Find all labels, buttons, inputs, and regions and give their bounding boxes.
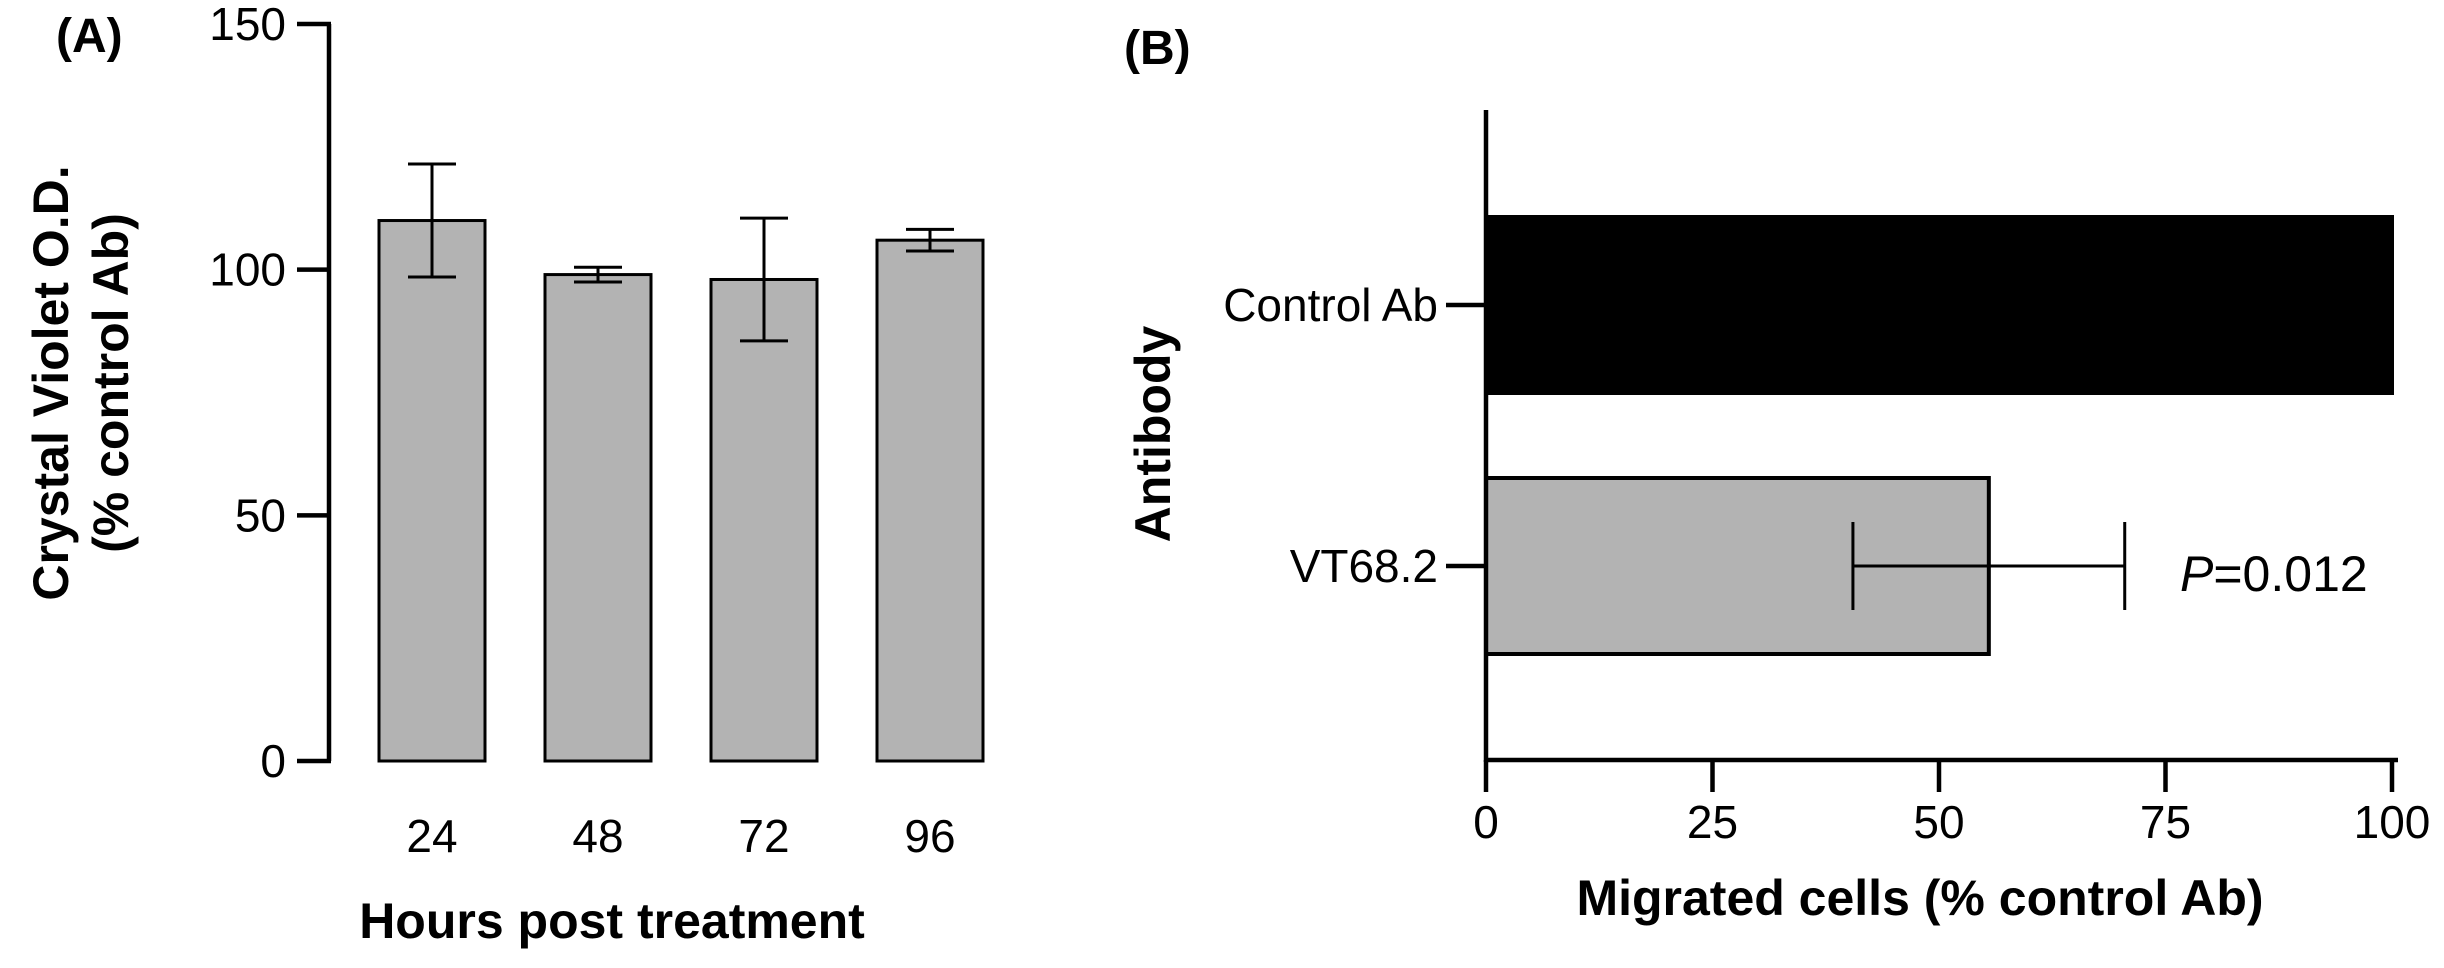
panel-a-error-bars <box>408 162 954 343</box>
bar-control-ab <box>1484 215 2394 395</box>
panel-b: (B) Antibody 0 25 50 75 100 Control Ab VT68.2… <box>1124 22 2430 926</box>
y-tick-label-control-ab: Control Ab <box>1223 279 1438 331</box>
bar-96h <box>875 238 985 763</box>
p-value-symbol: P <box>2180 546 2214 602</box>
x-tick-label-75: 75 <box>2140 796 2191 848</box>
panel-a-y-ticks: 0 50 100 150 <box>209 0 331 787</box>
panel-b-error-bars <box>1851 522 2127 610</box>
panel-a-x-tick-labels: 24 48 72 96 <box>406 810 955 862</box>
x-tick-label-48: 48 <box>572 810 623 862</box>
panel-a-bars <box>377 219 985 763</box>
y-tick-label-0: 0 <box>260 735 286 787</box>
x-tick-label-50: 50 <box>1913 796 1964 848</box>
y-tick-label-50: 50 <box>235 489 286 541</box>
bar-24h <box>377 219 487 763</box>
panel-a-x-axis-title: Hours post treatment <box>359 893 865 949</box>
x-tick-label-72: 72 <box>738 810 789 862</box>
y-tick-label-vt68-2: VT68.2 <box>1290 540 1438 592</box>
panel-a-label: (A) <box>56 10 123 63</box>
panel-b-x-axis-title: Migrated cells (% control Ab) <box>1576 870 2263 926</box>
panel-b-y-axis-title: Antibody <box>1125 326 1181 543</box>
x-tick-label-0: 0 <box>1473 796 1499 848</box>
p-value-annotation: P=0.012 <box>2180 546 2368 602</box>
x-tick-label-25: 25 <box>1687 796 1738 848</box>
y-tick-label-150: 150 <box>209 0 286 50</box>
panel-a-y-axis-title-line2: (% control Ab) <box>83 213 139 553</box>
panel-a-y-axis-title-line1: Crystal Violet O.D. <box>23 165 79 600</box>
x-tick-label-100: 100 <box>2354 796 2431 848</box>
x-tick-label-96: 96 <box>904 810 955 862</box>
x-tick-label-24: 24 <box>406 810 457 862</box>
panel-b-label: (B) <box>1124 22 1191 75</box>
bar-48h <box>543 273 653 763</box>
panel-a: (A) Crystal Violet O.D. (% control Ab) 0… <box>23 0 985 949</box>
panel-b-y-tick-labels: Control Ab VT68.2 <box>1223 279 1486 592</box>
panel-b-x-ticks: 0 25 50 75 100 <box>1473 760 2430 848</box>
bar-72h <box>709 277 819 763</box>
p-value-number: =0.012 <box>2213 546 2367 602</box>
y-tick-label-100: 100 <box>209 244 286 296</box>
